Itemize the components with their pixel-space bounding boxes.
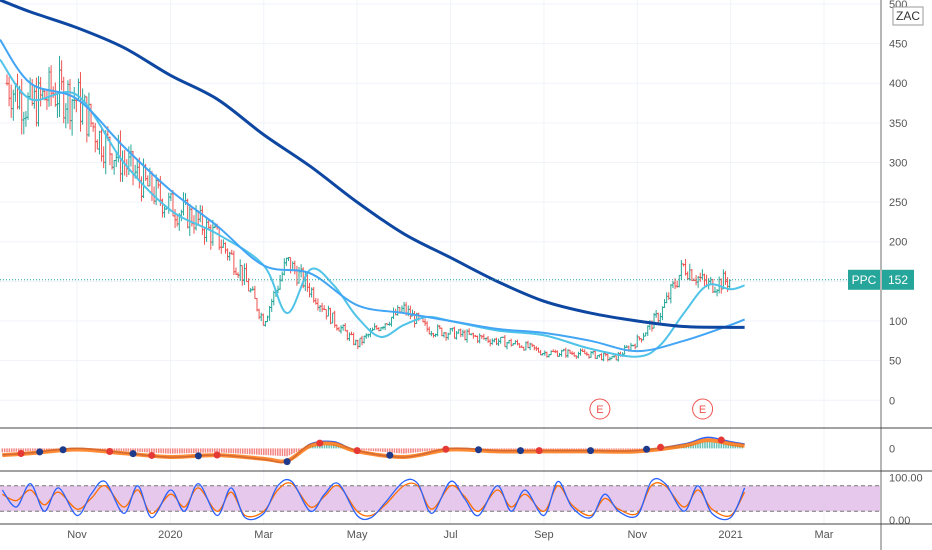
- price-axis-labels[interactable]: 500450400350300250200150100500: [889, 0, 907, 407]
- y-tick-label: 100: [889, 316, 907, 328]
- x-tick-label: 2021: [718, 529, 742, 541]
- macd-cross-dot: [194, 452, 202, 460]
- macd-cross-dot: [213, 451, 221, 459]
- y-tick-label: 450: [889, 39, 907, 51]
- macd-cross-dot: [657, 443, 665, 451]
- macd-cross-dot: [283, 458, 291, 466]
- macd-cross-dot: [717, 436, 725, 444]
- x-tick-label: Nov: [627, 529, 647, 541]
- chart-grid: [0, 0, 880, 524]
- macd-cross-dot: [386, 451, 394, 459]
- x-tick-label: Nov: [67, 529, 87, 541]
- macd-cross-dot: [17, 450, 25, 458]
- last-price-tag: PPC 152: [848, 269, 914, 290]
- x-tick-label: Mar: [815, 529, 834, 541]
- x-tick-label: Sep: [534, 529, 554, 541]
- macd-cross-dot: [129, 450, 137, 458]
- macd-cross-dot: [643, 445, 651, 453]
- y-tick-label: 400: [889, 78, 907, 90]
- macd-zero-label: 0: [889, 443, 895, 455]
- price-tag-value-box: [882, 269, 914, 290]
- y-tick-label: 0: [889, 395, 895, 407]
- macd-cross-dot: [148, 451, 156, 459]
- macd-cross-dot: [353, 447, 361, 455]
- y-tick-label: 300: [889, 157, 907, 169]
- macd-cross-dot: [36, 448, 44, 456]
- macd-cross-dot: [587, 447, 595, 455]
- stochastic-k-line: [1, 477, 746, 521]
- macd-cross-dot: [517, 447, 525, 455]
- price-tag-symbol: PPC: [852, 273, 877, 287]
- y-tick-label: 350: [889, 118, 907, 130]
- macd-cross-dot: [106, 447, 114, 455]
- y-tick-label: 500: [889, 0, 907, 11]
- macd-pane[interactable]: 0: [1, 436, 895, 466]
- earnings-marker-circle: [692, 398, 714, 420]
- macd-cross-dot: [442, 445, 450, 453]
- x-tick-label: Mar: [254, 529, 273, 541]
- symbol-label: ZAC: [896, 9, 920, 23]
- macd-cross-dot: [59, 446, 67, 454]
- y-tick-label: 200: [889, 237, 907, 249]
- price-tag-value: 152: [888, 273, 908, 287]
- ma-mid-line: [0, 39, 745, 353]
- stochastic-d-line: [2, 482, 746, 518]
- ma-slow-line: [0, 0, 745, 329]
- ma-fast-line: [0, 58, 745, 358]
- macd-cross-dot: [316, 439, 324, 447]
- stochastic-pane[interactable]: 100.00 0.00: [0, 472, 923, 527]
- y-tick-label: 250: [889, 197, 907, 209]
- y-tick-label: 50: [889, 356, 901, 368]
- x-tick-label: Jul: [443, 529, 457, 541]
- earnings-marker-label: E: [699, 404, 706, 416]
- macd-cross-dot: [535, 447, 543, 455]
- stochastic-upper-label: 100.00: [889, 472, 923, 484]
- price-bars: [5, 55, 732, 362]
- x-tick-label: 2020: [158, 529, 182, 541]
- moving-averages: [0, 0, 745, 358]
- stochastic-lower-label: 0.00: [889, 515, 910, 527]
- price-tag-symbol-box: [848, 269, 880, 290]
- earnings-marker-circle: [589, 398, 611, 420]
- earnings-marker-label: E: [596, 404, 603, 416]
- time-axis-labels[interactable]: Nov 2020 Mar May Jul Sep Nov 2021 Mar: [67, 529, 834, 541]
- symbol-badge[interactable]: ZAC: [892, 6, 924, 26]
- x-tick-label: May: [347, 529, 368, 541]
- macd-cross-dot: [475, 446, 483, 454]
